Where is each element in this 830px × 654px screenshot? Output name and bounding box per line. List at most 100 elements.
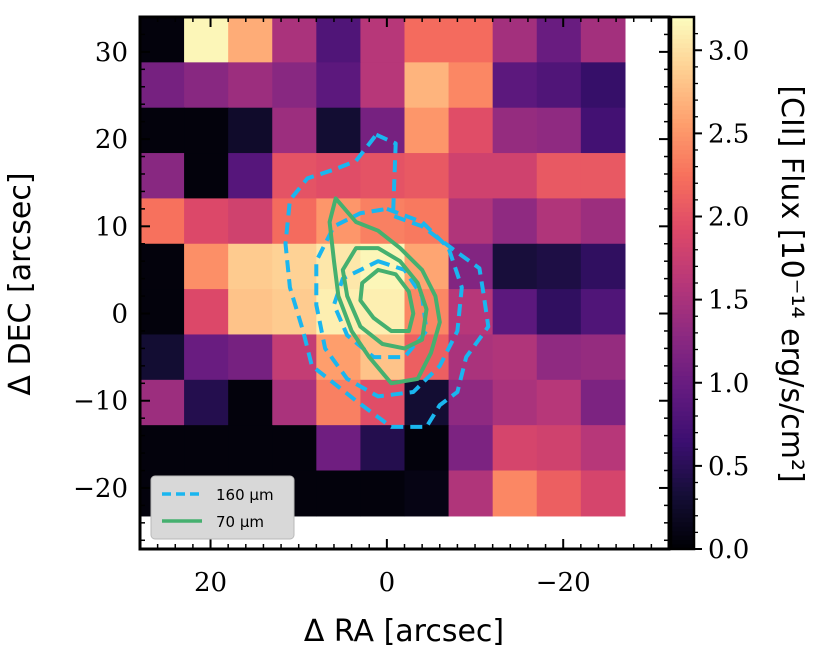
- colorbar-segment: [671, 322, 694, 328]
- heatmap-cell: [360, 62, 406, 109]
- colorbar-segment: [671, 265, 694, 271]
- colorbar-segment: [671, 287, 694, 293]
- colorbar-segment: [671, 87, 694, 93]
- colorbar-segment: [671, 411, 694, 417]
- colorbar-segment: [671, 127, 694, 133]
- heatmap-cell: [272, 107, 317, 154]
- colorbar-segment: [671, 291, 694, 297]
- heatmap-cell: [492, 334, 538, 381]
- legend-label-70um: 70 μm: [216, 513, 264, 531]
- heatmap-cell: [184, 107, 229, 154]
- heatmap-cell: [492, 198, 538, 245]
- heatmap-cell: [360, 107, 406, 154]
- heatmap-cell: [536, 17, 582, 63]
- colorbar-segment: [671, 212, 694, 218]
- heatmap-cell: [448, 379, 494, 426]
- heatmap-cell: [492, 153, 538, 199]
- colorbar-segment: [671, 65, 694, 71]
- heatmap-cell: [360, 198, 406, 245]
- heatmap-cell: [580, 470, 626, 517]
- heatmap-cell: [228, 17, 273, 63]
- colorbar-segment: [671, 141, 694, 147]
- heatmap-cell: [404, 198, 450, 245]
- heatmap-cell: [492, 62, 538, 109]
- colorbar-segment: [671, 256, 694, 262]
- colorbar-segment: [671, 495, 694, 501]
- heatmap-cell: [492, 289, 538, 336]
- colorbar-segment: [671, 198, 694, 204]
- colorbar-tick-label: 1.0: [708, 369, 749, 399]
- heatmap-cell: [448, 334, 494, 381]
- heatmap-cell: [140, 289, 185, 336]
- colorbar-segment: [671, 416, 694, 422]
- heatmap-cell: [536, 198, 582, 245]
- colorbar-segment: [671, 478, 694, 484]
- colorbar-segment: [671, 234, 694, 240]
- colorbar-segment: [671, 203, 694, 209]
- y-tick-label: 20: [95, 125, 128, 155]
- colorbar-segment: [671, 207, 694, 213]
- heatmap-cell: [316, 425, 362, 472]
- heatmap-cell: [272, 62, 317, 109]
- colorbar-segment: [671, 318, 694, 324]
- heatmap-cell: [536, 243, 582, 290]
- heatmap-cell: [492, 17, 538, 63]
- colorbar-segment: [671, 535, 694, 541]
- colorbar-segment: [671, 278, 694, 284]
- heatmap-cell: [404, 153, 450, 199]
- colorbar-segment: [671, 504, 694, 510]
- colorbar-segment: [671, 225, 694, 231]
- heatmap-cell: [448, 107, 494, 154]
- y-axis-label: Δ DEC [arcsec]: [3, 172, 38, 395]
- colorbar-segment: [671, 367, 694, 373]
- heatmap-cell: [536, 379, 582, 426]
- colorbar-segment: [671, 56, 694, 62]
- colorbar-segment: [671, 433, 694, 439]
- colorbar-tick-label: 0.5: [708, 452, 749, 482]
- heatmap-cell: [448, 470, 494, 517]
- heatmap-cell: [536, 62, 582, 109]
- heatmap-cell: [316, 17, 362, 63]
- colorbar-segment: [671, 17, 694, 23]
- heatmap-cell: [184, 198, 229, 245]
- heatmap-cell: [184, 62, 229, 109]
- colorbar-segment: [671, 229, 694, 235]
- colorbar-segment: [671, 513, 694, 519]
- colorbar-segment: [671, 34, 694, 40]
- colorbar-segment: [671, 314, 694, 320]
- heatmap-cell: [580, 62, 626, 109]
- heatmap-cell: [316, 153, 362, 199]
- heatmap-cell: [272, 243, 317, 290]
- heatmap-cell: [272, 379, 317, 426]
- heatmap-cell: [536, 425, 582, 472]
- heatmap-cell: [580, 334, 626, 381]
- colorbar-segment: [671, 70, 694, 76]
- colorbar-segment: [671, 52, 694, 58]
- heatmap-cell: [228, 289, 273, 336]
- colorbar-segment: [671, 216, 694, 222]
- colorbar-segment: [671, 154, 694, 160]
- colorbar-segment: [671, 509, 694, 515]
- heatmap-cell: [580, 153, 626, 199]
- heatmap-cell: [272, 289, 317, 336]
- colorbar-segment: [671, 30, 694, 36]
- heatmap-cell: [140, 17, 185, 63]
- colorbar-segment: [671, 522, 694, 528]
- heatmap-cell: [228, 153, 273, 199]
- colorbar-segment: [671, 331, 694, 337]
- heatmap-cell: [580, 379, 626, 426]
- heatmap-cell: [448, 17, 494, 63]
- heatmap: [140, 17, 626, 517]
- contour-160um: [332, 259, 429, 360]
- contour-160um: [314, 206, 464, 399]
- heatmap-cell: [228, 379, 273, 426]
- colorbar-segment: [671, 296, 694, 302]
- heatmap-cell: [404, 425, 450, 472]
- colorbar-segment: [671, 309, 694, 315]
- heatmap-cell: [140, 153, 185, 199]
- heatmap-cell: [448, 425, 494, 472]
- colorbar-segment: [671, 460, 694, 466]
- heatmap-cell: [140, 425, 185, 472]
- heatmap-cell: [580, 425, 626, 472]
- colorbar-segment: [671, 145, 694, 151]
